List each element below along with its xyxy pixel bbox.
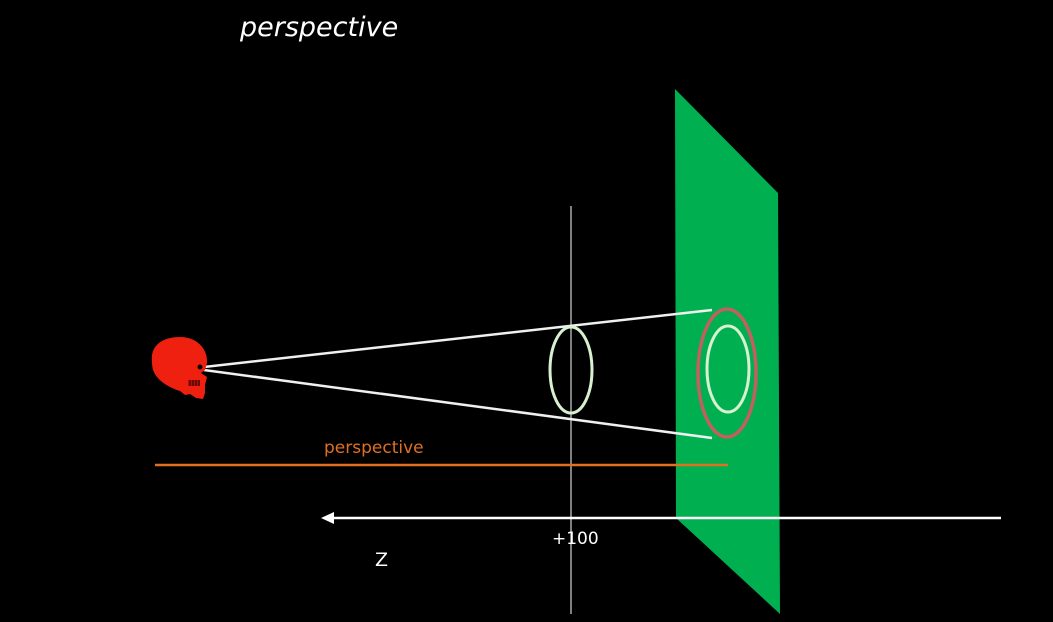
z-axis-arrowhead [321,512,334,524]
z-marker-label: +100 [552,529,599,549]
z-axis-label: Z [375,549,388,571]
object-ring [548,325,594,415]
projection-ray-top [203,308,713,369]
projection-plane [675,89,780,614]
projected-inner-ring [705,324,751,414]
skull-icon [151,337,208,399]
projection-ray-bottom [203,368,713,440]
projected-outer-ring [696,307,758,439]
perspective-label: perspective [324,438,424,458]
diagram-title: perspective [239,12,398,43]
